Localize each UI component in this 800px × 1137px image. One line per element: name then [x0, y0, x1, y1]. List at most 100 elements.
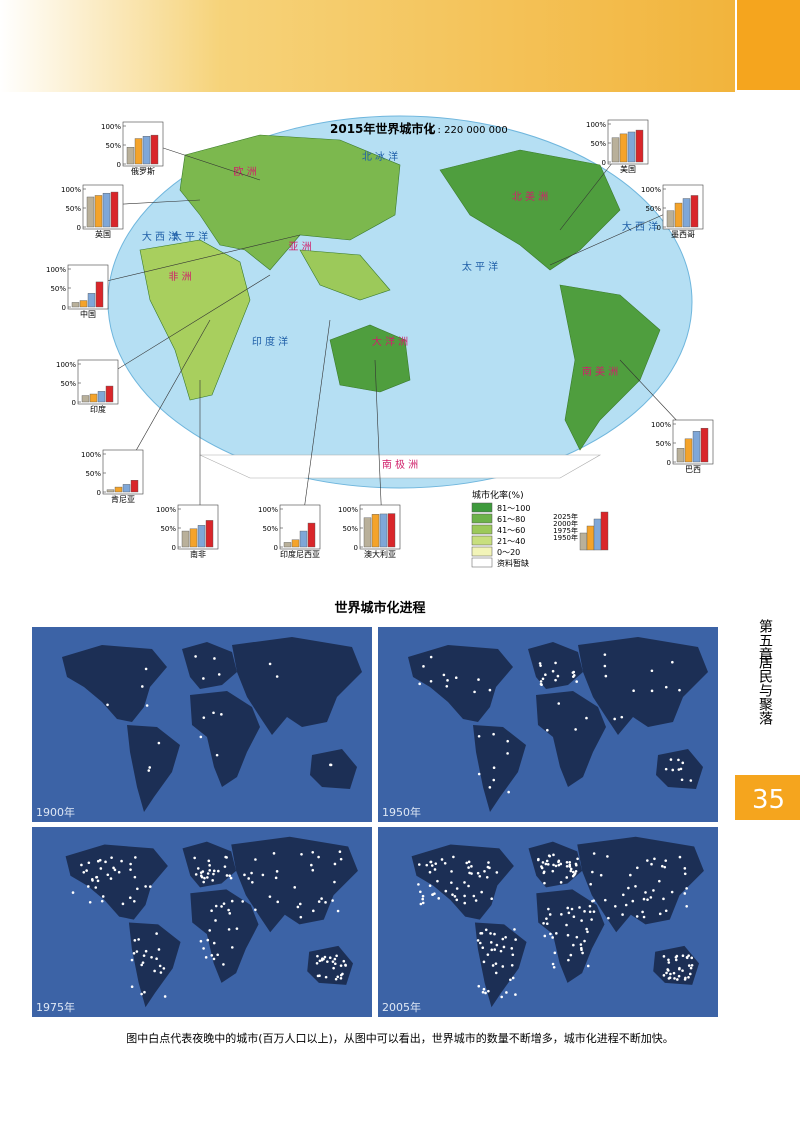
city-dot [501, 965, 505, 968]
city-dot [133, 899, 136, 903]
city-dot [202, 880, 205, 884]
city-dot [536, 858, 540, 862]
city-dot [568, 863, 572, 867]
city-dot [504, 935, 507, 939]
country-label: 俄罗斯 [131, 166, 155, 176]
city-dot [539, 682, 543, 686]
map-label: 亚 洲 [288, 241, 311, 253]
city-dot [214, 919, 217, 922]
city-dot [326, 960, 329, 963]
tick-label: 50% [85, 470, 101, 478]
bar [89, 393, 98, 403]
city-dot [543, 881, 546, 885]
bar [130, 480, 139, 493]
city-dot [586, 930, 589, 934]
tick-label: 50% [645, 205, 661, 213]
city-dot [442, 673, 446, 677]
city-dot [662, 974, 666, 977]
city-dot [567, 958, 570, 962]
city-dot [235, 927, 239, 930]
city-dot [541, 861, 545, 864]
section-title: 世界城市化进程 [334, 600, 425, 616]
city-dot [585, 927, 588, 931]
country-label: 美国 [620, 164, 636, 174]
city-dot [229, 876, 233, 880]
city-dot [539, 680, 543, 683]
city-dot [635, 915, 639, 918]
tick-label: 100% [258, 506, 278, 514]
city-dot [603, 664, 607, 668]
city-dot [241, 900, 244, 903]
city-dot [502, 945, 506, 949]
country-label: 中国 [80, 309, 96, 319]
city-dot [336, 909, 340, 913]
city-dot [227, 928, 231, 931]
city-dot [507, 790, 510, 794]
legend-swatch [471, 557, 493, 568]
city-dot [539, 664, 542, 667]
city-dot [487, 989, 490, 993]
city-dot [142, 954, 146, 957]
city-dot [606, 855, 609, 858]
legend-label: 81～100 [497, 504, 530, 513]
city-dot [664, 685, 668, 689]
city-dot [570, 907, 574, 911]
city-dot [312, 909, 315, 913]
map-label: 北 美 洲 [512, 190, 548, 203]
city-dot [332, 966, 335, 970]
city-dot [472, 894, 476, 898]
city-dot [216, 953, 219, 957]
tick-label: 50% [262, 525, 278, 533]
city-dot [488, 688, 492, 692]
city-dot [483, 869, 486, 873]
city-dot [417, 863, 421, 866]
city-dot [687, 964, 691, 967]
city-dot [540, 866, 544, 870]
city-dot [478, 941, 482, 945]
city-dot [493, 948, 497, 951]
city-dot [554, 678, 557, 682]
city-dot [212, 869, 216, 873]
city-dot [494, 962, 498, 965]
city-dot [679, 767, 683, 771]
city-dot [664, 767, 668, 771]
city-dot [212, 941, 216, 945]
city-dot [133, 939, 137, 942]
city-dot [671, 660, 674, 664]
city-dot [487, 861, 490, 864]
chapter: 第五章 [757, 618, 773, 661]
city-dot [510, 964, 514, 967]
city-dot [681, 761, 685, 765]
country-label: 墨西哥 [671, 230, 695, 239]
city-dot [333, 962, 337, 966]
city-dot [342, 959, 346, 963]
city-dot [201, 870, 205, 873]
city-dot [230, 899, 234, 903]
tick-label: 0 [62, 304, 66, 312]
city-dot [80, 863, 83, 867]
city-dot [662, 955, 666, 958]
city-dot [110, 856, 113, 859]
city-dot [162, 967, 166, 970]
city-dot [509, 978, 512, 982]
city-dot [489, 941, 493, 944]
city-dot [592, 852, 596, 855]
country-label: 肯尼亚 [111, 494, 135, 504]
tick-label: 0 [602, 159, 606, 167]
legend-swatch [471, 535, 493, 546]
city-dot [211, 879, 214, 882]
bar [134, 138, 143, 165]
bar [142, 136, 151, 165]
city-dot [565, 865, 569, 868]
city-dot [310, 863, 313, 867]
header-tab [737, 0, 800, 90]
city-dot [333, 880, 336, 884]
city-dot [421, 894, 425, 898]
city-dot [450, 870, 453, 873]
city-dot [545, 859, 549, 863]
city-dot [669, 758, 673, 761]
city-dot [137, 938, 140, 941]
city-dot [678, 688, 681, 692]
country-label: 巴西 [685, 465, 701, 474]
